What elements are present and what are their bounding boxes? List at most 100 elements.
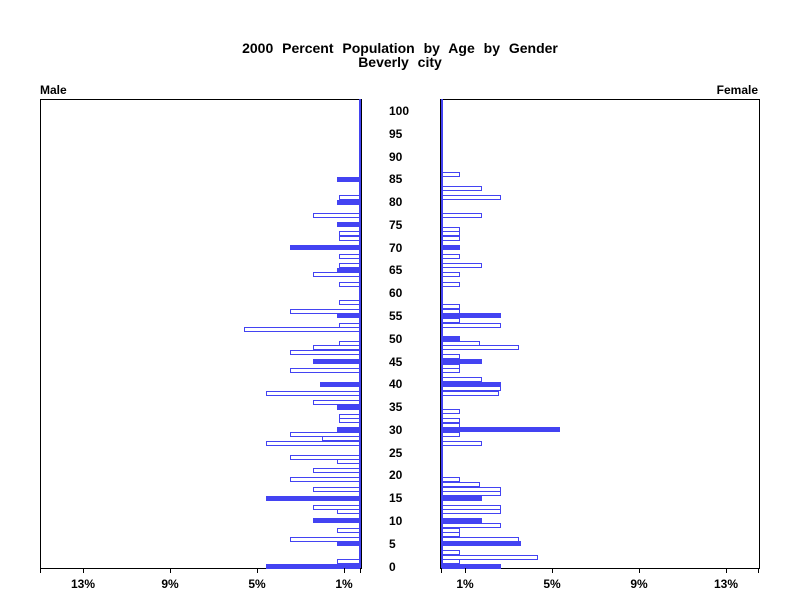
age-tick-label-45: 45	[389, 355, 403, 369]
female-bar-age-43	[441, 368, 460, 373]
female-bar-age-12	[441, 509, 501, 514]
age-tick-label-70: 70	[389, 241, 403, 255]
age-tick-label-75: 75	[389, 218, 403, 232]
axis-tick	[758, 568, 759, 573]
female-bar-age-10	[441, 518, 482, 523]
axis-tick	[257, 568, 258, 573]
male-bar-age-77	[313, 213, 361, 218]
male-bar-age-72	[339, 236, 361, 241]
male-pct-label-13%: 13%	[70, 577, 96, 591]
age-tick-label-85: 85	[389, 172, 403, 186]
age-tick-label-15: 15	[389, 491, 403, 505]
female-pct-label-13%: 13%	[713, 577, 739, 591]
male-bar-age-40	[320, 382, 361, 387]
age-tick-label-80: 80	[389, 195, 403, 209]
age-tick-label-60: 60	[389, 286, 403, 300]
age-tick-label-35: 35	[389, 400, 403, 414]
male-bar-age-45	[313, 359, 361, 364]
axis-tick	[360, 568, 361, 573]
female-bar-age-30	[441, 427, 560, 432]
male-bar-age-30	[337, 427, 361, 432]
age-tick-label-55: 55	[389, 309, 403, 323]
male-bar-age-52	[244, 327, 361, 332]
male-bar-age-15	[266, 496, 361, 501]
male-bar-age-21	[313, 468, 361, 473]
age-tick-label-65: 65	[389, 263, 403, 277]
male-bar-age-65	[337, 268, 361, 273]
male-pct-label-9%: 9%	[161, 577, 179, 591]
male-bar-age-10	[313, 518, 361, 523]
chart-subtitle: Beverly city	[358, 54, 442, 70]
male-pct-label-5%: 5%	[248, 577, 266, 591]
male-bar-age-32	[339, 418, 361, 423]
male-bar-age-58	[339, 300, 361, 305]
male-pct-label-1%: 1%	[335, 577, 353, 591]
male-bar-age-0	[266, 564, 361, 569]
female-zero-axis-line	[441, 99, 443, 568]
age-tick-label-30: 30	[389, 423, 403, 437]
female-bar-age-72	[441, 236, 460, 241]
axis-tick	[465, 568, 466, 573]
male-panel-label: Male	[40, 83, 67, 97]
female-pct-label-5%: 5%	[543, 577, 561, 591]
female-bar-age-66	[441, 263, 482, 268]
male-bar-age-62	[339, 282, 361, 287]
axis-tick	[726, 568, 727, 573]
female-bar-age-5	[441, 541, 521, 546]
axis-tick	[639, 568, 640, 573]
male-bar-age-5	[337, 541, 361, 546]
female-bar-age-83	[441, 186, 482, 191]
female-bar-age-62	[441, 282, 460, 287]
axis-tick	[170, 568, 171, 573]
female-bar-age-64	[441, 272, 460, 277]
axis-tick	[83, 568, 84, 573]
female-bar-age-86	[441, 172, 460, 177]
male-bar-age-47	[290, 350, 361, 355]
chart-title: 2000 Percent Population by Age by Gender	[242, 40, 558, 56]
male-bar-age-70	[290, 245, 361, 250]
female-bar-age-50	[441, 336, 460, 341]
age-tick-label-40: 40	[389, 377, 403, 391]
male-bar-age-68	[339, 254, 361, 259]
age-tick-label-90: 90	[389, 150, 403, 164]
female-bar-age-27	[441, 441, 482, 446]
male-bar-age-80	[337, 200, 361, 205]
axis-tick	[441, 568, 442, 573]
female-bar-age-29	[441, 432, 460, 437]
male-bar-age-85	[337, 177, 361, 182]
age-tick-label-10: 10	[389, 514, 403, 528]
male-bar-age-55	[337, 313, 361, 318]
age-tick-label-5: 5	[389, 537, 396, 551]
female-bar-age-70	[441, 245, 460, 250]
male-bar-age-38	[266, 391, 361, 396]
age-tick-label-95: 95	[389, 127, 403, 141]
axis-tick	[552, 568, 553, 573]
female-bar-age-40	[441, 382, 501, 387]
male-bar-age-8	[337, 528, 361, 533]
male-bar-age-35	[337, 405, 361, 410]
female-panel-label: Female	[716, 83, 758, 97]
male-bar-age-17	[313, 487, 361, 492]
male-panel-frame	[40, 99, 362, 569]
female-bar-age-34	[441, 409, 460, 414]
axis-tick	[40, 568, 41, 573]
female-pct-label-1%: 1%	[456, 577, 474, 591]
male-bar-age-12	[337, 509, 361, 514]
age-tick-label-100: 100	[389, 104, 410, 118]
female-panel-frame	[440, 99, 760, 569]
female-bar-age-77	[441, 213, 482, 218]
age-tick-label-0: 0	[389, 560, 396, 574]
male-zero-axis-line	[359, 99, 361, 568]
age-tick-label-50: 50	[389, 332, 403, 346]
female-pct-label-9%: 9%	[630, 577, 648, 591]
female-bar-age-81	[441, 195, 501, 200]
female-bar-age-38	[441, 391, 499, 396]
female-bar-age-53	[441, 323, 501, 328]
female-bar-age-68	[441, 254, 460, 259]
male-bar-age-23	[337, 459, 361, 464]
male-bar-age-27	[266, 441, 361, 446]
female-bar-age-15	[441, 496, 482, 501]
age-tick-label-20: 20	[389, 468, 403, 482]
male-bar-age-43	[290, 368, 361, 373]
